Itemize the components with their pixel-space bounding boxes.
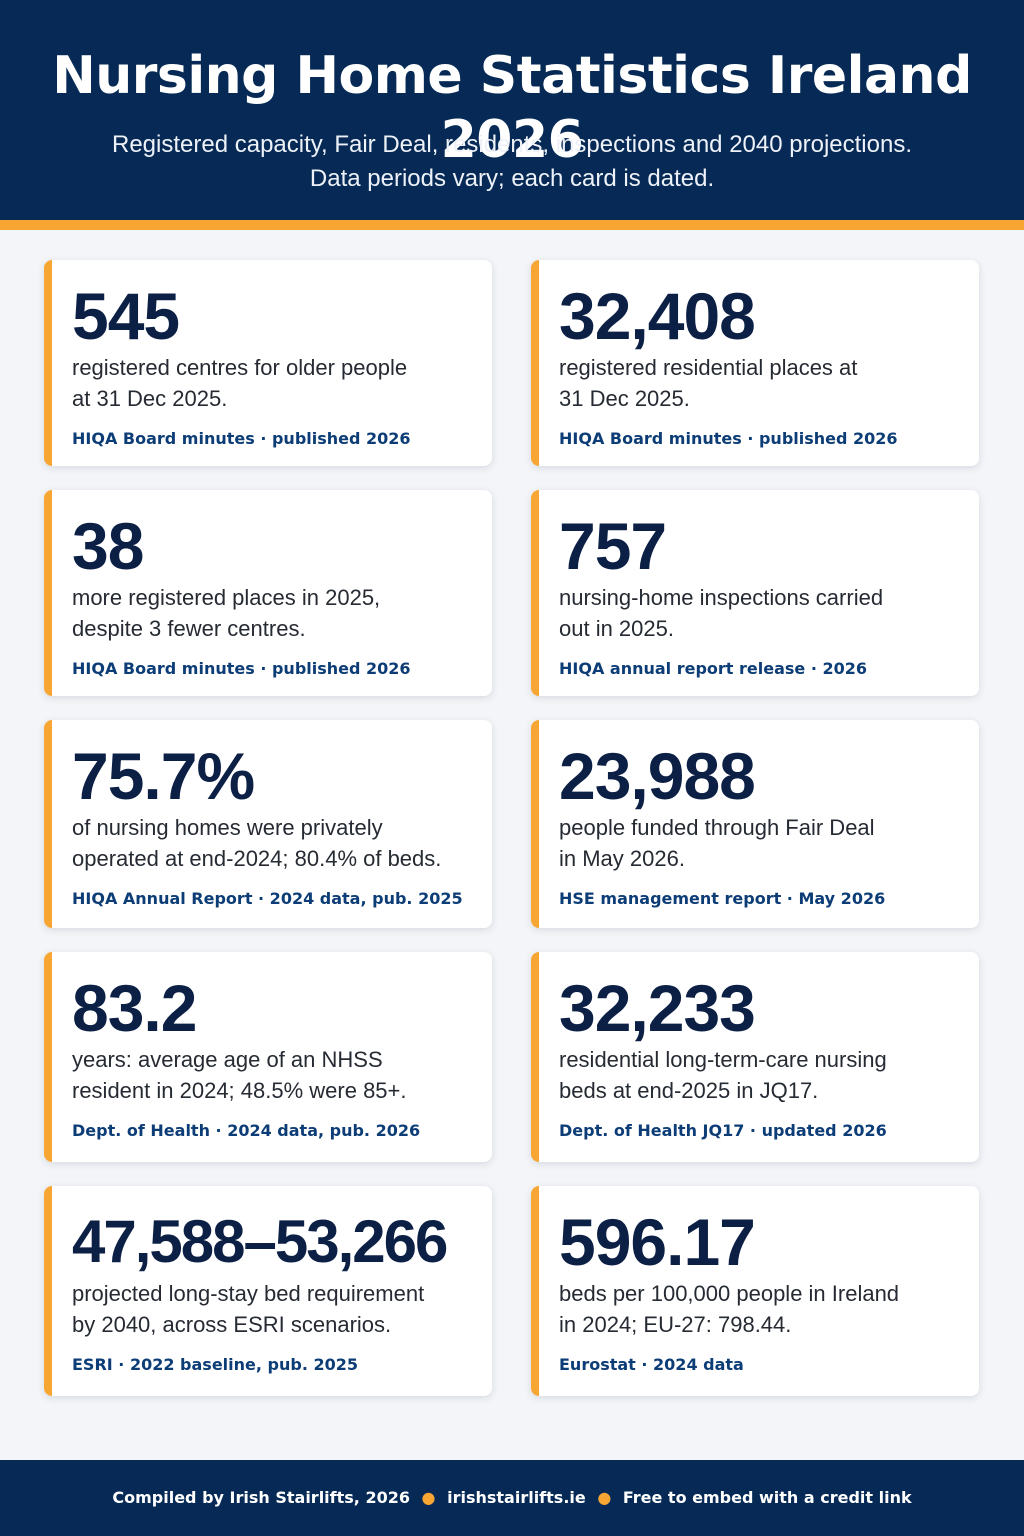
stat-value: 47,588–53,266: [72, 1208, 448, 1275]
header-accent-rule: [0, 220, 1024, 230]
subtitle-line-1: Registered capacity, Fair Deal, resident…: [112, 131, 912, 158]
stat-card-nursing-beds: 32,233 residential long-term-care nursin…: [531, 952, 979, 1162]
stat-card-2040-projection: 47,588–53,266 projected long-stay bed re…: [44, 1186, 492, 1396]
subtitle-line-2: Data periods vary; each card is dated.: [309, 165, 715, 192]
stat-description: beds per 100,000 people in Ireland in 20…: [559, 1278, 959, 1340]
stat-value: 75.7%: [72, 739, 255, 813]
stat-value: 596.17: [559, 1205, 756, 1279]
stat-description: registered centres for older people at 3…: [72, 352, 472, 414]
stat-description-line: at 31 Dec 2025.: [72, 386, 228, 411]
stat-source: Dept. of Health JQ17 · updated 2026: [559, 1121, 887, 1140]
stat-value: 38: [72, 509, 144, 583]
page-title: Nursing Home Statistics Ireland 2026: [52, 46, 972, 170]
footer-separator-dot: ●: [597, 1488, 612, 1507]
stat-description-line: out in 2025.: [559, 616, 674, 641]
card-accent-bar: [44, 490, 52, 696]
stat-description-line: in 2024; EU-27: 798.44.: [559, 1312, 792, 1337]
stat-value: 32,233: [559, 971, 756, 1045]
footer-site-link[interactable]: irishstairlifts.ie: [447, 1488, 586, 1507]
header-banner: Nursing Home Statistics Ireland 2026 Reg…: [0, 0, 1024, 220]
stat-description: residential long-term-care nursing beds …: [559, 1044, 959, 1106]
card-accent-bar: [531, 490, 539, 696]
stat-value: 23,988: [559, 739, 756, 813]
footer-embed-note: Free to embed with a credit link: [622, 1488, 912, 1507]
stat-description-line: beds per 100,000 people in Ireland: [559, 1281, 900, 1306]
card-accent-bar: [531, 260, 539, 466]
stat-description-line: despite 3 fewer centres.: [72, 616, 306, 641]
stat-card-registered-centres: 545 registered centres for older people …: [44, 260, 492, 466]
stat-card-average-age: 83.2 years: average age of an NHSS resid…: [44, 952, 492, 1162]
stat-source: HIQA annual report release · 2026: [559, 659, 868, 678]
stat-card-fair-deal: 23,988 people funded through Fair Deal i…: [531, 720, 979, 928]
stat-description: of nursing homes were privately operated…: [72, 812, 472, 874]
card-accent-bar: [44, 260, 52, 466]
stat-value: 32,408: [559, 279, 756, 353]
stat-description-line: beds at end-2025 in JQ17.: [559, 1078, 819, 1103]
stat-description-line: registered residential places at: [559, 355, 858, 380]
stat-description-line: in May 2026.: [559, 846, 685, 871]
stat-source: HIQA Board minutes · published 2026: [559, 429, 898, 448]
stat-source: HIQA Annual Report · 2024 data, pub. 202…: [72, 889, 463, 908]
stat-description: nursing-home inspections carried out in …: [559, 582, 959, 644]
stat-card-beds-per-capita: 596.17 beds per 100,000 people in Irelan…: [531, 1186, 979, 1396]
stat-description-line: years: average age of an NHSS: [72, 1047, 383, 1072]
stat-description: projected long-stay bed requirement by 2…: [72, 1278, 472, 1340]
stat-source: HIQA Board minutes · published 2026: [72, 659, 411, 678]
stat-value: 83.2: [72, 971, 197, 1045]
stat-description-line: nursing-home inspections carried: [559, 585, 884, 610]
stat-description-line: of nursing homes were privately: [72, 815, 383, 840]
stat-description-line: people funded through Fair Deal: [559, 815, 875, 840]
stat-card-registered-places: 32,408 registered residential places at …: [531, 260, 979, 466]
card-accent-bar: [531, 1186, 539, 1396]
stat-description: registered residential places at 31 Dec …: [559, 352, 959, 414]
stat-description-line: more registered places in 2025,: [72, 585, 381, 610]
footer-credit: Compiled by Irish Stairlifts, 2026: [112, 1488, 410, 1507]
stat-description-line: operated at end-2024; 80.4% of beds.: [72, 846, 442, 871]
card-accent-bar: [44, 1186, 52, 1396]
card-accent-bar: [44, 952, 52, 1162]
stat-source: Dept. of Health · 2024 data, pub. 2026: [72, 1121, 421, 1140]
stat-card-additional-places: 38 more registered places in 2025, despi…: [44, 490, 492, 696]
stat-description-line: projected long-stay bed requirement: [72, 1281, 425, 1306]
stat-description: people funded through Fair Deal in May 2…: [559, 812, 959, 874]
stat-description-line: 31 Dec 2025.: [559, 386, 690, 411]
footer-separator-dot: ●: [421, 1488, 436, 1507]
stat-description: years: average age of an NHSS resident i…: [72, 1044, 472, 1106]
stat-source: ESRI · 2022 baseline, pub. 2025: [72, 1355, 359, 1374]
stat-value: 757: [559, 509, 667, 583]
page-subtitle: Registered capacity, Fair Deal, resident…: [40, 128, 984, 196]
stat-description-line: registered centres for older people: [72, 355, 408, 380]
stat-description-line: resident in 2024; 48.5% were 85+.: [72, 1078, 407, 1103]
stat-description-line: by 2040, across ESRI scenarios.: [72, 1312, 392, 1337]
stat-description: more registered places in 2025, despite …: [72, 582, 472, 644]
stat-description-line: residential long-term-care nursing: [559, 1047, 887, 1072]
card-accent-bar: [44, 720, 52, 928]
stat-source: Eurostat · 2024 data: [559, 1355, 744, 1374]
stat-card-inspections: 757 nursing-home inspections carried out…: [531, 490, 979, 696]
card-accent-bar: [531, 720, 539, 928]
card-accent-bar: [531, 952, 539, 1162]
stat-card-private-operators: 75.7% of nursing homes were privately op…: [44, 720, 492, 928]
stat-source: HIQA Board minutes · published 2026: [72, 429, 411, 448]
footer-bar: Compiled by Irish Stairlifts, 2026 ● iri…: [0, 1460, 1024, 1536]
stat-source: HSE management report · May 2026: [559, 889, 886, 908]
stat-value: 545: [72, 279, 180, 353]
